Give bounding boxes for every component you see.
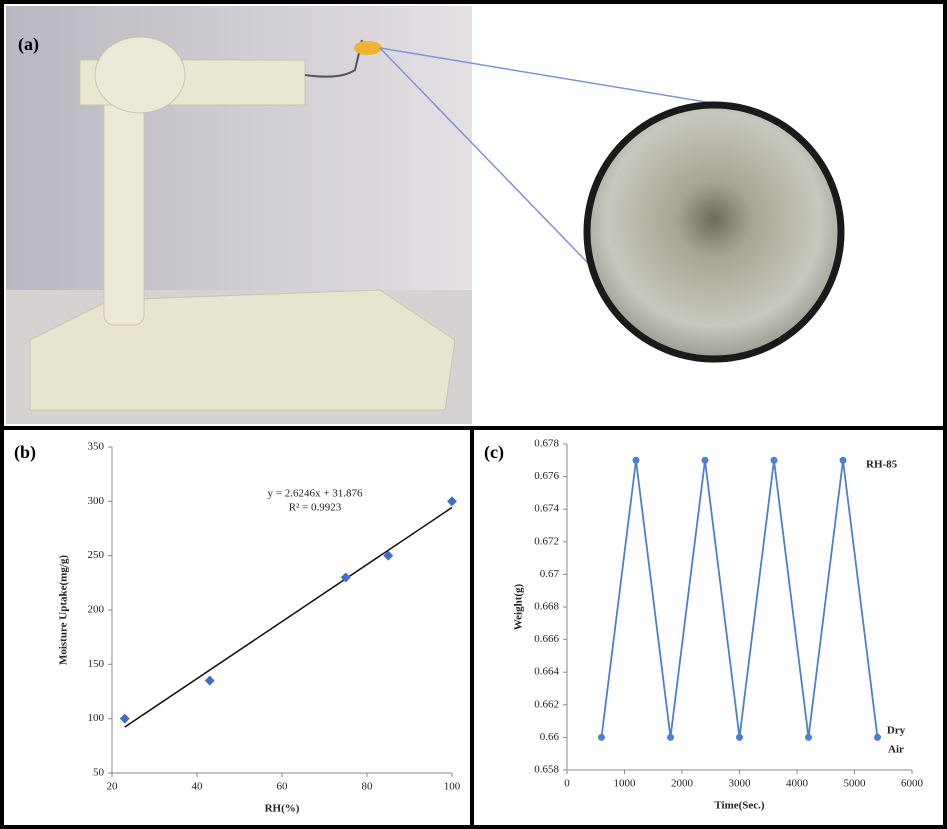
data-point bbox=[840, 457, 847, 464]
x-tick-label: 3000 bbox=[729, 778, 752, 790]
x-tick-label: 40 bbox=[192, 781, 204, 793]
y-tick-label: 0.668 bbox=[534, 601, 559, 613]
trendline-equation: y = 2.6246x + 31.876 bbox=[268, 488, 363, 500]
y-tick-label: 250 bbox=[88, 549, 105, 561]
x-tick-label: 2000 bbox=[671, 778, 694, 790]
x-tick-label: 20 bbox=[107, 781, 119, 793]
y-tick-label: 50 bbox=[93, 767, 105, 779]
y-tick-label: 0.676 bbox=[534, 470, 559, 482]
y-tick-label: 0.674 bbox=[534, 503, 559, 515]
x-tick-label: 5000 bbox=[844, 778, 867, 790]
y-tick-label: 0.672 bbox=[534, 535, 559, 547]
panel-label: (c) bbox=[484, 442, 504, 463]
x-axis-label: Time(Sec.) bbox=[714, 800, 765, 812]
stand-base bbox=[30, 290, 455, 410]
data-point bbox=[805, 734, 812, 741]
y-axis-label: Moisture Uptake(mg/g) bbox=[58, 555, 70, 665]
y-tick-label: 100 bbox=[88, 712, 105, 724]
y-tick-label: 0.664 bbox=[534, 666, 559, 678]
y-tick-label: 0.678 bbox=[534, 438, 559, 450]
data-point bbox=[667, 734, 674, 741]
annotation: RH-85 bbox=[866, 459, 898, 471]
x-tick-label: 6000 bbox=[901, 778, 924, 790]
data-point bbox=[633, 457, 640, 464]
data-point bbox=[598, 734, 605, 741]
y-tick-label: 0.662 bbox=[534, 698, 559, 710]
y-tick-label: 150 bbox=[88, 658, 105, 670]
y-tick-label: 0.658 bbox=[534, 764, 559, 776]
y-tick-label: 0.666 bbox=[534, 633, 559, 645]
annotation: Dry bbox=[887, 725, 906, 737]
x-axis-label: RH(%) bbox=[265, 803, 300, 815]
y-tick-label: 0.66 bbox=[540, 731, 560, 743]
x-tick-label: 60 bbox=[277, 781, 289, 793]
x-tick-label: 100 bbox=[444, 781, 461, 793]
y-tick-label: 350 bbox=[88, 441, 105, 453]
figure: (a) (b) 50 100 150 200 250 300 350 20 40 60 80 100 RH… bbox=[0, 0, 947, 829]
y-tick-label: 300 bbox=[88, 495, 105, 507]
y-tick-label: 0.67 bbox=[540, 568, 560, 580]
y-axis-label: Weight(g) bbox=[513, 583, 525, 630]
data-point bbox=[736, 734, 743, 741]
panel-label: (b) bbox=[14, 442, 36, 463]
magnified-view bbox=[587, 105, 841, 359]
panel-label: (a) bbox=[18, 34, 39, 55]
sample bbox=[354, 41, 382, 55]
annotation: Air bbox=[888, 744, 904, 756]
x-tick-label: 1000 bbox=[614, 778, 637, 790]
x-tick-label: 80 bbox=[362, 781, 374, 793]
y-tick-label: 200 bbox=[88, 604, 105, 616]
stand-knob bbox=[95, 37, 185, 113]
data-point bbox=[702, 457, 709, 464]
x-tick-label: 4000 bbox=[786, 778, 809, 790]
data-point bbox=[874, 734, 881, 741]
x-tick-label: 0 bbox=[564, 778, 570, 790]
r-squared: R² = 0.9923 bbox=[289, 502, 342, 514]
data-point bbox=[771, 457, 778, 464]
